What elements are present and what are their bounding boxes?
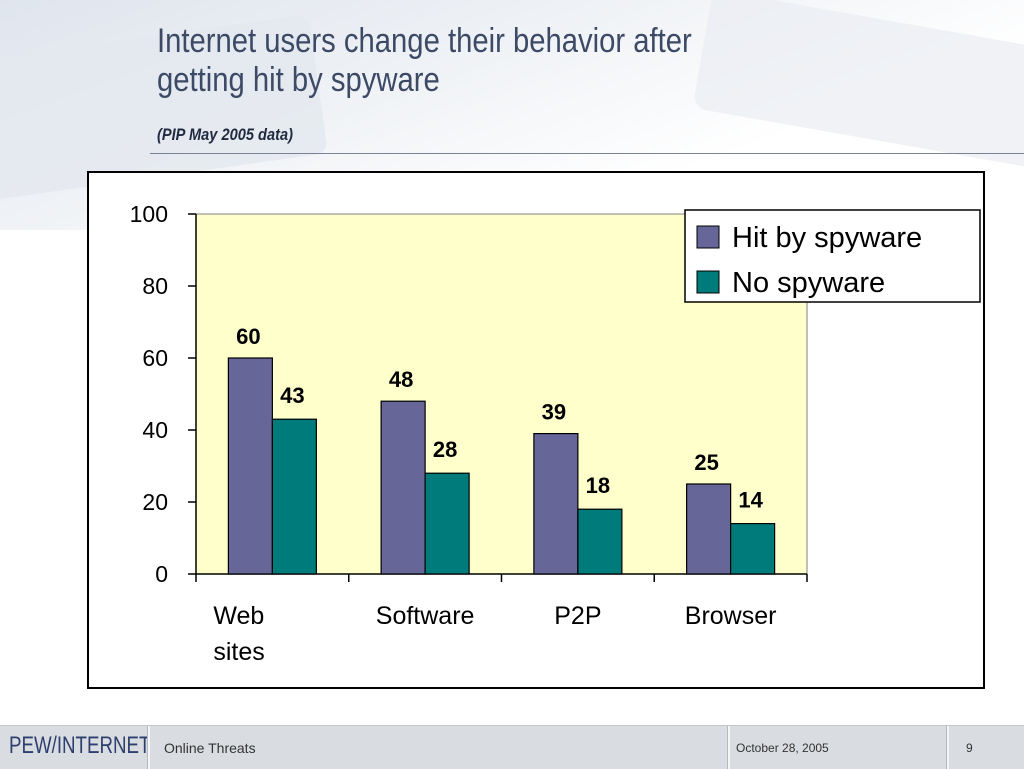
bar-hit-by-spyware [686,483,732,575]
bar-hit-by-spyware [380,400,426,575]
pew-internet-logo: PEW/INTERNET [9,732,151,759]
x-tick-label: Software [376,602,475,630]
data-label: 48 [389,367,413,392]
y-tick-label: 80 [142,273,168,299]
footer-separator [727,726,730,769]
data-label: 28 [433,437,457,462]
data-label: 14 [738,488,763,513]
bar-chart: 0 20 40 60 80 100 60 43 Web sites 48 28 Software 39 18… [130,201,981,666]
x-tick-label: Browser [685,602,777,630]
y-tick-label: 0 [155,561,168,587]
bar-no-spyware [271,418,317,575]
data-label: 60 [236,324,260,349]
y-tick-label: 100 [130,201,168,227]
footer-separator [147,726,150,769]
bar-hit-by-spyware [533,433,579,575]
y-tick-label: 40 [142,417,168,443]
footer-bar: PEW/INTERNET Online Threats October 28, … [0,725,1024,769]
footer-page-number: 9 [966,741,973,755]
legend-swatch [696,225,720,249]
legend-swatch [696,270,720,294]
data-label: 18 [586,473,610,498]
legend-entry: Hit by spyware [732,222,922,254]
footer-separator [946,726,949,769]
bar-no-spyware [577,508,623,575]
slide-title-line1: Internet users change their behavior aft… [157,22,692,60]
bar-no-spyware [424,472,470,575]
x-tick-label: sites [213,638,264,666]
x-tick-label: P2P [554,602,601,630]
footer-section: Online Threats [164,740,256,756]
y-tick-label: 60 [142,345,168,371]
data-label: 39 [542,400,566,425]
data-label: 43 [280,383,304,408]
y-tick-label: 20 [142,489,168,515]
data-label: 25 [694,450,718,475]
bar-no-spyware [730,522,776,575]
footer-date: October 28, 2005 [736,741,829,755]
slide-title-line2: getting hit by spyware [157,61,440,99]
title-divider [150,153,1024,154]
legend-entry: No spyware [732,267,885,299]
slide-title: Internet users change their behavior aft… [157,22,811,100]
x-tick-label: Web [213,602,264,630]
slide-subtitle: (PIP May 2005 data) [157,125,293,144]
bar-hit-by-spyware [227,357,273,575]
legend-box [684,209,981,303]
